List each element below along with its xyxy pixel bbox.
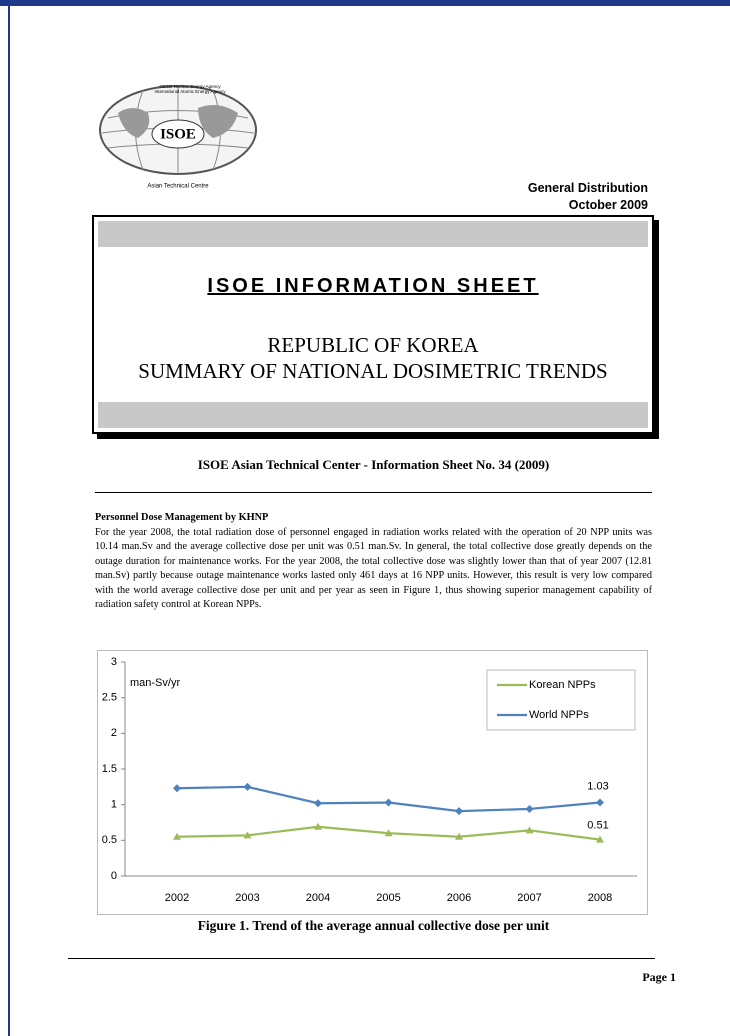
section-heading: Personnel Dose Management by KHNP <box>95 512 269 523</box>
legend-label: Korean NPPs <box>529 679 596 691</box>
marker <box>455 807 463 816</box>
logo: ISOE OECD Nuclear Energy Agency Internat… <box>99 84 257 190</box>
rule <box>68 958 655 959</box>
sheet-line: ISOE Asian Technical Center - Informatio… <box>197 457 550 472</box>
x-tick-label: 2002 <box>165 892 189 904</box>
top-border <box>0 0 730 6</box>
continents <box>118 104 238 138</box>
date: October 2009 <box>568 198 648 212</box>
distribution: General Distribution <box>527 181 648 195</box>
title-box: ISOE INFORMATION SHEET REPUBLIC OF KOREA… <box>92 215 654 434</box>
logo-line: OECD Nuclear Energy Agency <box>159 84 221 89</box>
y-tick-label: 0 <box>111 870 117 882</box>
y-axis-label: man-Sv/yr <box>130 677 180 689</box>
subtitle: SUMMARY OF NATIONAL DOSIMETRIC TRENDS <box>138 359 608 383</box>
gray-band <box>98 221 648 247</box>
page-number: Page 1 <box>642 970 676 984</box>
name-badge <box>151 119 205 149</box>
marker <box>173 784 181 793</box>
marker <box>384 829 393 837</box>
marker <box>596 798 604 807</box>
sheet-title: ISOE INFORMATION SHEET <box>207 275 539 297</box>
legend-box <box>486 669 636 731</box>
marker <box>384 798 393 807</box>
logo-centre: Asian Technical Centre <box>147 184 209 190</box>
distribution-block: General Distribution October 2009 <box>528 180 648 214</box>
x-tick-label: 2007 <box>517 892 541 904</box>
logo-name: ISOE <box>160 126 196 142</box>
x-tick-label: 2008 <box>588 892 612 904</box>
data-label: 0.51 <box>587 820 608 832</box>
left-border <box>8 0 10 1036</box>
subtitle-block: REPUBLIC OF KOREA SUMMARY OF NATIONAL DO… <box>94 332 652 384</box>
y-tick-label: 3 <box>111 656 117 668</box>
x-tick-label: 2005 <box>376 892 400 904</box>
section: Personnel Dose Management by KHNP For th… <box>95 511 652 613</box>
x-tick-label: 2006 <box>447 892 471 904</box>
marker <box>314 822 322 830</box>
section-body: For the year 2008, the total radiation d… <box>95 526 652 611</box>
marker <box>525 804 534 813</box>
caption: Figure 1. Trend of the average annual co… <box>197 918 550 933</box>
y-tick-label: 0.5 <box>102 834 117 846</box>
marker <box>596 835 604 843</box>
legend-label: World NPPs <box>529 709 589 721</box>
marker <box>173 832 181 840</box>
gray-band <box>98 402 648 428</box>
rule <box>95 492 652 493</box>
marker <box>243 782 252 791</box>
marker <box>525 826 534 834</box>
marker <box>243 831 252 839</box>
marker <box>314 799 322 808</box>
x-tick-label: 2004 <box>306 892 330 904</box>
data-label: 1.03 <box>587 780 608 792</box>
y-tick-label: 2 <box>111 727 117 739</box>
marker <box>455 832 463 840</box>
y-tick-label: 2.5 <box>102 692 117 704</box>
logo-line: International Atomic Energy Agency <box>154 89 226 94</box>
subtitle: REPUBLIC OF KOREA <box>267 333 479 357</box>
x-tick-label: 2003 <box>235 892 259 904</box>
y-tick-label: 1 <box>111 799 117 811</box>
y-tick-label: 1.5 <box>102 763 117 775</box>
